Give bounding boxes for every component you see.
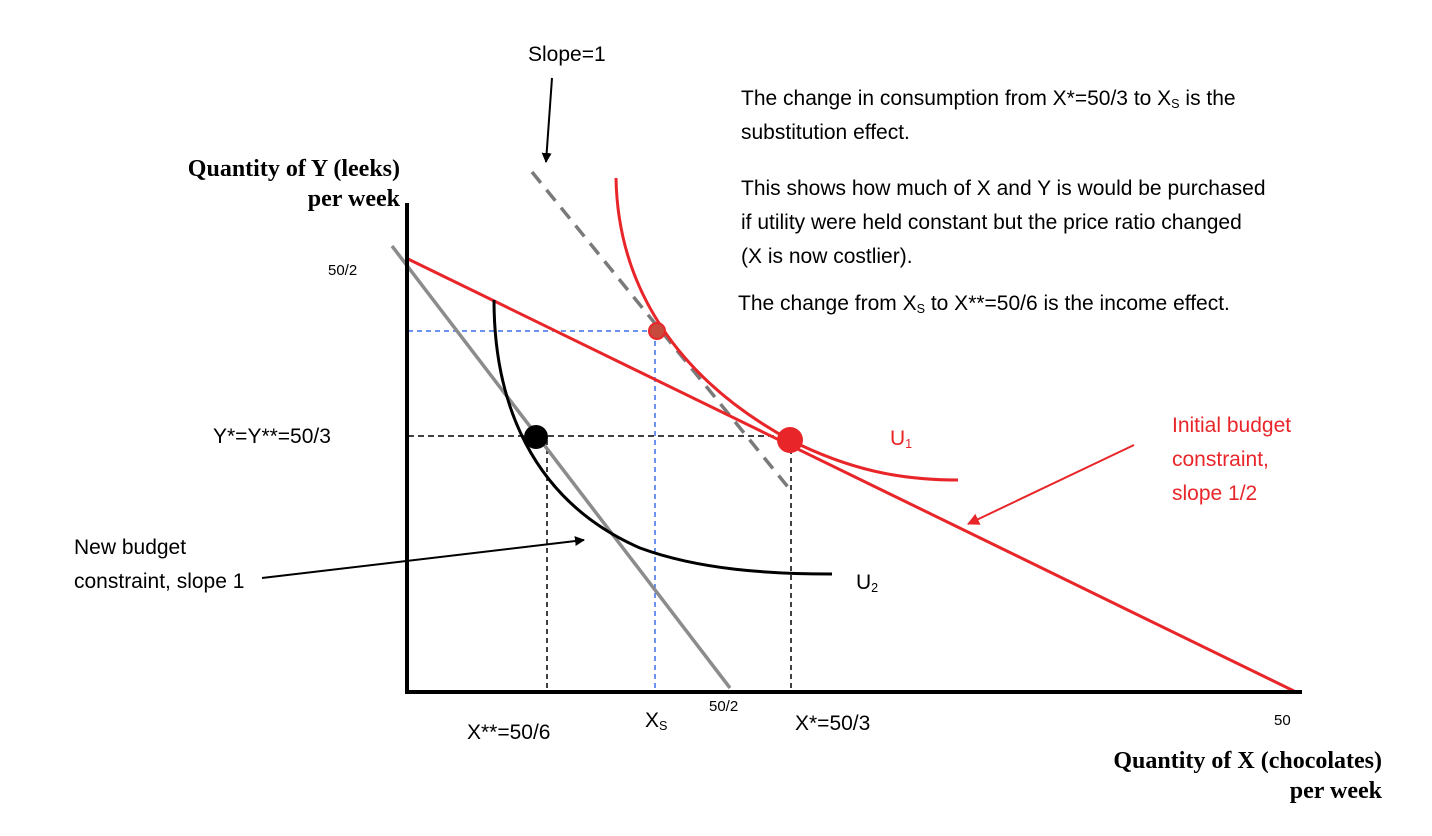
initial-budget-line — [405, 256, 1299, 695]
x-tick-star: X*=50/3 — [795, 712, 871, 735]
slope-label: Slope=1 — [528, 43, 606, 66]
substitution-note: The change in consumption from X*=50/3 t… — [741, 82, 1381, 150]
explanation-line-2: if utility were held constant but the pr… — [741, 211, 1242, 234]
x-double-star-point — [524, 425, 548, 449]
substitution-note-a: The change in consumption from X*=50/3 t… — [741, 87, 1172, 110]
y-tick-top: 50/2 — [328, 262, 358, 279]
substitution-note-b: is the — [1179, 87, 1236, 110]
initial-budget-line3: slope 1/2 — [1172, 482, 1258, 505]
substitution-point — [648, 322, 666, 340]
income-note-a: The change from X — [738, 292, 917, 315]
x-tick-half: 50/2 — [709, 698, 739, 715]
u2-indifference-curve — [492, 299, 833, 576]
income-note-sub: S — [916, 302, 925, 317]
income-note-b: to X**=50/6 is the income effect. — [925, 292, 1230, 315]
initial-budget-label: Initial budget constraint, slope 1/2 — [1172, 409, 1291, 511]
substitution-note-c: substitution effect. — [741, 121, 910, 144]
u2-label: U2 — [856, 566, 878, 600]
y-axis-title-line1: Quantity of Y (leeks) — [187, 156, 400, 182]
new-budget-arrow — [261, 536, 585, 579]
u1-indifference-curve — [614, 177, 959, 482]
x-tick-xs-sub: S — [659, 719, 668, 734]
new-budget-label: New budget constraint, slope 1 — [74, 531, 244, 599]
initial-budget-arrow — [967, 444, 1135, 525]
explanation-note: This shows how much of X and Y is would … — [741, 172, 1401, 274]
y-tick-star: Y*=Y**=50/3 — [213, 425, 331, 448]
explanation-line-1: This shows how much of X and Y is would … — [741, 177, 1266, 200]
explanation-line-3: (X is now costlier). — [741, 245, 913, 268]
income-effect-note: The change from XS to X**=50/6 is the in… — [738, 287, 1230, 321]
x-axis-title-line2: per week — [1289, 778, 1382, 804]
u1-label-sub: 1 — [905, 437, 913, 452]
u2-label-main: U — [856, 571, 872, 594]
initial-budget-line1: Initial budget — [1172, 414, 1292, 437]
slope-label-arrow — [541, 77, 553, 163]
u1-label-main: U — [890, 427, 906, 450]
x-tick-double-star: X**=50/6 — [467, 721, 551, 744]
x-axis-title-line1: Quantity of X (chocolates) — [1113, 748, 1382, 774]
initial-optimum-point — [777, 427, 803, 453]
new-budget-line1: New budget — [74, 536, 187, 559]
x-axis-title: Quantity of X (chocolates) per week — [1000, 746, 1382, 806]
y-axis-title: Quantity of Y (leeks) per week — [100, 154, 400, 214]
y-axis-title-line2: per week — [307, 186, 400, 212]
u2-label-sub: 2 — [871, 581, 879, 596]
substitution-note-sub: S — [1171, 97, 1180, 112]
new-budget-line2: constraint, slope 1 — [74, 570, 245, 593]
initial-budget-line2: constraint, — [1172, 448, 1269, 471]
x-tick-max: 50 — [1274, 712, 1291, 729]
x-tick-xs: XS — [645, 704, 667, 738]
x-tick-xs-main: X — [645, 709, 660, 732]
u1-label: U1 — [890, 422, 912, 456]
new-budget-line — [390, 244, 732, 690]
